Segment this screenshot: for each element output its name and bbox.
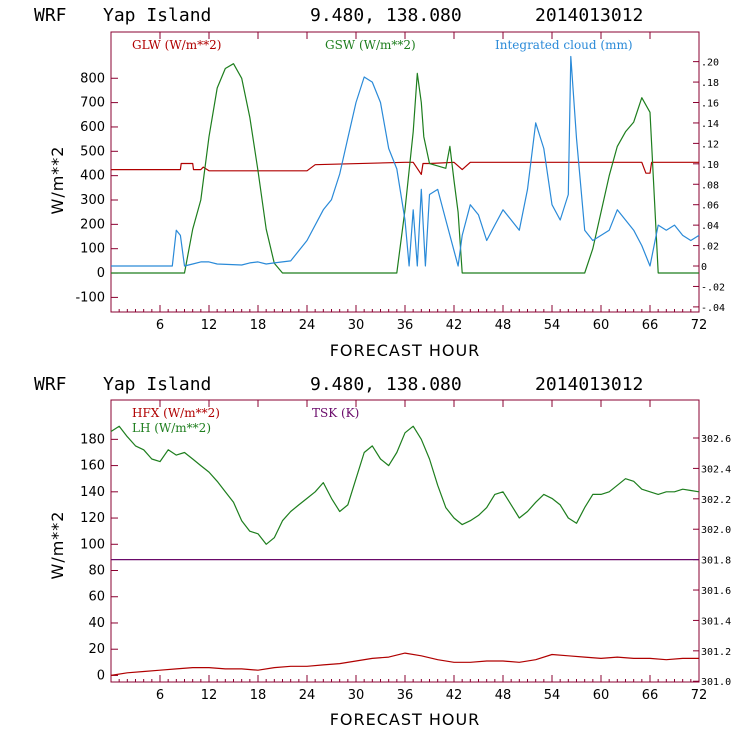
y2-tick-label: .08 xyxy=(701,180,719,191)
x-tick-label: 48 xyxy=(495,318,512,333)
y2-tick-label: 302.0 xyxy=(701,525,731,536)
y2-tick-label: 302.6 xyxy=(701,434,731,445)
y-tick-label: 600 xyxy=(80,120,105,135)
y-tick-label: 80 xyxy=(88,564,105,579)
x-tick-label: 36 xyxy=(397,688,414,703)
x-tick-label: 24 xyxy=(299,688,316,703)
y2-tick-label: -.02 xyxy=(701,282,725,293)
y-tick-label: 120 xyxy=(80,511,105,526)
panel2-plot: 6 12 18 24 30 36 42 48 54 60 66 72 0 20 40 60 80 100 120 14… xyxy=(80,399,731,703)
x-tick-label: 18 xyxy=(250,318,267,333)
x-tick-label: 12 xyxy=(201,318,218,333)
series-line-1 xyxy=(111,161,699,175)
y-tick-label: 500 xyxy=(80,144,105,159)
y2-tick-label: 302.2 xyxy=(701,495,731,506)
y2-tick-label: .16 xyxy=(701,99,719,110)
y-tick-label: 160 xyxy=(80,459,105,474)
x-tick-label: 48 xyxy=(495,688,512,703)
y2-tick-label: 301.8 xyxy=(701,556,731,567)
y-tick-label: 0 xyxy=(97,668,105,683)
panel2-coords: 9.480, 138.080 xyxy=(310,374,462,395)
y-tick-label: 800 xyxy=(80,71,105,86)
y-tick-label: 60 xyxy=(88,590,105,605)
y2-tick-label: 0 xyxy=(701,262,707,273)
y2-tick-label: 301.0 xyxy=(701,677,731,688)
x-tick-label: 36 xyxy=(397,318,414,333)
y2-tick-label: 301.6 xyxy=(701,586,731,597)
x-tick-label: 72 xyxy=(691,688,708,703)
x-tick-label: 6 xyxy=(156,318,164,333)
panel1-legend-glw: GLW (W/m**2) xyxy=(132,38,221,52)
y-tick-label: 180 xyxy=(80,432,105,447)
y-tick-label: 0 xyxy=(97,266,105,281)
y2-tick-label: 301.4 xyxy=(701,616,731,627)
y2-tick-label: .02 xyxy=(701,242,719,253)
panel1-model: WRF xyxy=(34,5,67,26)
x-tick-label: 42 xyxy=(446,318,463,333)
panel2-y-axis-label: W/m**2 xyxy=(48,511,67,580)
panel2-x-axis-label: FORECAST HOUR xyxy=(330,710,481,729)
panel1-location: Yap Island xyxy=(103,5,211,26)
panel2-location: Yap Island xyxy=(103,374,211,395)
y2-tick-label: -.04 xyxy=(701,303,725,314)
panel2-init-time: 2014013012 xyxy=(535,374,643,395)
x-tick-label: 30 xyxy=(348,318,365,333)
panel2-legend-lh: LH (W/m**2) xyxy=(132,421,211,435)
x-tick-label: 54 xyxy=(544,318,561,333)
y2-tick-label: .14 xyxy=(701,119,719,130)
panel1-y-axis-label: W/m**2 xyxy=(48,146,67,215)
x-tick-label: 60 xyxy=(593,318,610,333)
x-tick-label: 66 xyxy=(642,318,659,333)
y-tick-label: 400 xyxy=(80,169,105,184)
x-tick-label: 66 xyxy=(642,688,659,703)
series-line-2 xyxy=(110,425,700,545)
y-tick-label: 100 xyxy=(80,242,105,257)
x-tick-label: 60 xyxy=(593,688,610,703)
series-line-1 xyxy=(110,652,699,676)
y2-tick-label: .18 xyxy=(701,78,719,89)
y2-tick-label: .20 xyxy=(701,58,719,69)
x-tick-label: 18 xyxy=(250,688,267,703)
y-tick-label: 40 xyxy=(88,616,105,631)
y-tick-label: 100 xyxy=(80,537,105,552)
panel2-legend-hfx: HFX (W/m**2) xyxy=(132,406,220,420)
panel1-legend-gsw: GSW (W/m**2) xyxy=(325,38,416,52)
y2-tick-label: 301.2 xyxy=(701,647,731,658)
panel2-legend-tsk: TSK (K) xyxy=(312,406,359,420)
y-tick-label: 20 xyxy=(88,642,105,657)
y-tick-label: -100 xyxy=(75,290,105,305)
x-tick-label: 54 xyxy=(544,688,561,703)
panel1-coords: 9.480, 138.080 xyxy=(310,5,462,26)
panel2-model: WRF xyxy=(34,374,67,395)
x-tick-label: 12 xyxy=(201,688,218,703)
x-tick-label: 42 xyxy=(446,688,463,703)
y-tick-label: 300 xyxy=(80,193,105,208)
x-tick-label: 72 xyxy=(691,318,708,333)
panel1-init-time: 2014013012 xyxy=(535,5,643,26)
x-tick-label: 6 xyxy=(156,688,164,703)
y2-tick-label: .10 xyxy=(701,160,719,171)
series-line-2 xyxy=(111,63,699,274)
y-tick-label: 140 xyxy=(80,485,105,500)
y2-tick-label: 302.4 xyxy=(701,464,731,475)
y2-tick-label: .04 xyxy=(701,221,719,232)
x-tick-label: 24 xyxy=(299,318,316,333)
x-tick-label: 30 xyxy=(348,688,365,703)
y-tick-label: 200 xyxy=(80,217,105,232)
y2-tick-label: .06 xyxy=(701,201,719,212)
plot-frame xyxy=(110,399,700,683)
panel1-plot: 6 12 18 24 30 36 42 48 54 60 66 72 -100 0 100 200 300 400… xyxy=(75,31,725,333)
y2-tick-label: .12 xyxy=(701,139,719,150)
y-tick-label: 700 xyxy=(80,96,105,111)
panel1-legend-cloud: Integrated cloud (mm) xyxy=(495,38,633,52)
panel1-x-axis-label: FORECAST HOUR xyxy=(330,341,481,360)
series-line-3 xyxy=(111,55,700,267)
